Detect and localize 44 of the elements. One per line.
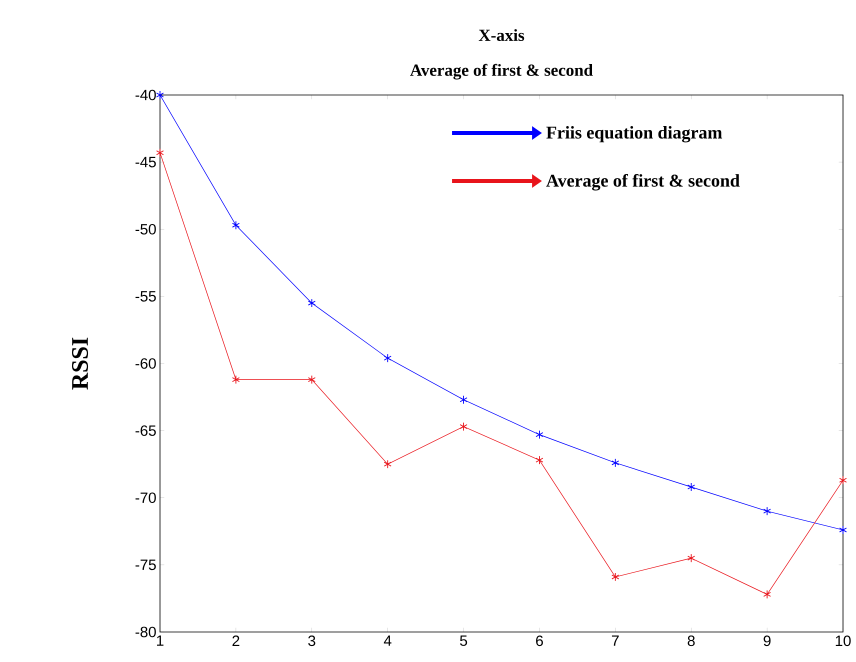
point: [839, 526, 847, 534]
point: [687, 554, 696, 563]
chart-subtitle: Average of first & second: [410, 64, 593, 80]
y-tick-label: -65: [136, 425, 156, 436]
point: [687, 482, 696, 492]
x-tick-label: 2: [232, 636, 240, 646]
x-tick-label: 7: [612, 636, 619, 646]
point: [384, 460, 392, 469]
y-tick-label: -75: [136, 560, 156, 570]
point: [611, 458, 620, 468]
point: [308, 298, 316, 308]
point: [839, 476, 847, 485]
point: [460, 422, 468, 432]
point: [384, 354, 392, 363]
y-tick-label: -60: [136, 358, 156, 369]
point: [308, 375, 316, 384]
point: [611, 572, 620, 582]
point: [536, 456, 544, 465]
point: [763, 506, 772, 516]
x-tick-label: 4: [384, 636, 392, 646]
chart-title: X-axis: [478, 29, 524, 41]
y-tick-label: -50: [136, 224, 156, 235]
x-tick-label: 1: [156, 636, 164, 646]
y-tick-label: -80: [136, 626, 156, 638]
point: [232, 220, 240, 230]
y-tick-label: -55: [136, 291, 156, 302]
y-axis-title: RSSI: [72, 338, 88, 390]
x-tick-label: 10: [836, 636, 851, 646]
point: [536, 430, 544, 440]
x-tick-label: 5: [460, 636, 468, 646]
point: [232, 375, 240, 384]
x-tick-label: 3: [308, 636, 316, 646]
point: [156, 90, 164, 100]
y-tick-label: -45: [136, 156, 156, 168]
y-tick-label: -70: [136, 492, 156, 504]
x-tick-label: 8: [688, 636, 695, 646]
legend-label: Average of first & second: [546, 174, 740, 191]
point: [763, 590, 772, 599]
point: [460, 395, 468, 404]
x-tick-label: 9: [764, 636, 771, 646]
y-tick-label: -40: [136, 90, 156, 100]
legend-label: Friis equation diagram: [546, 126, 722, 142]
point: [156, 148, 164, 158]
x-tick-label: 6: [536, 636, 543, 646]
